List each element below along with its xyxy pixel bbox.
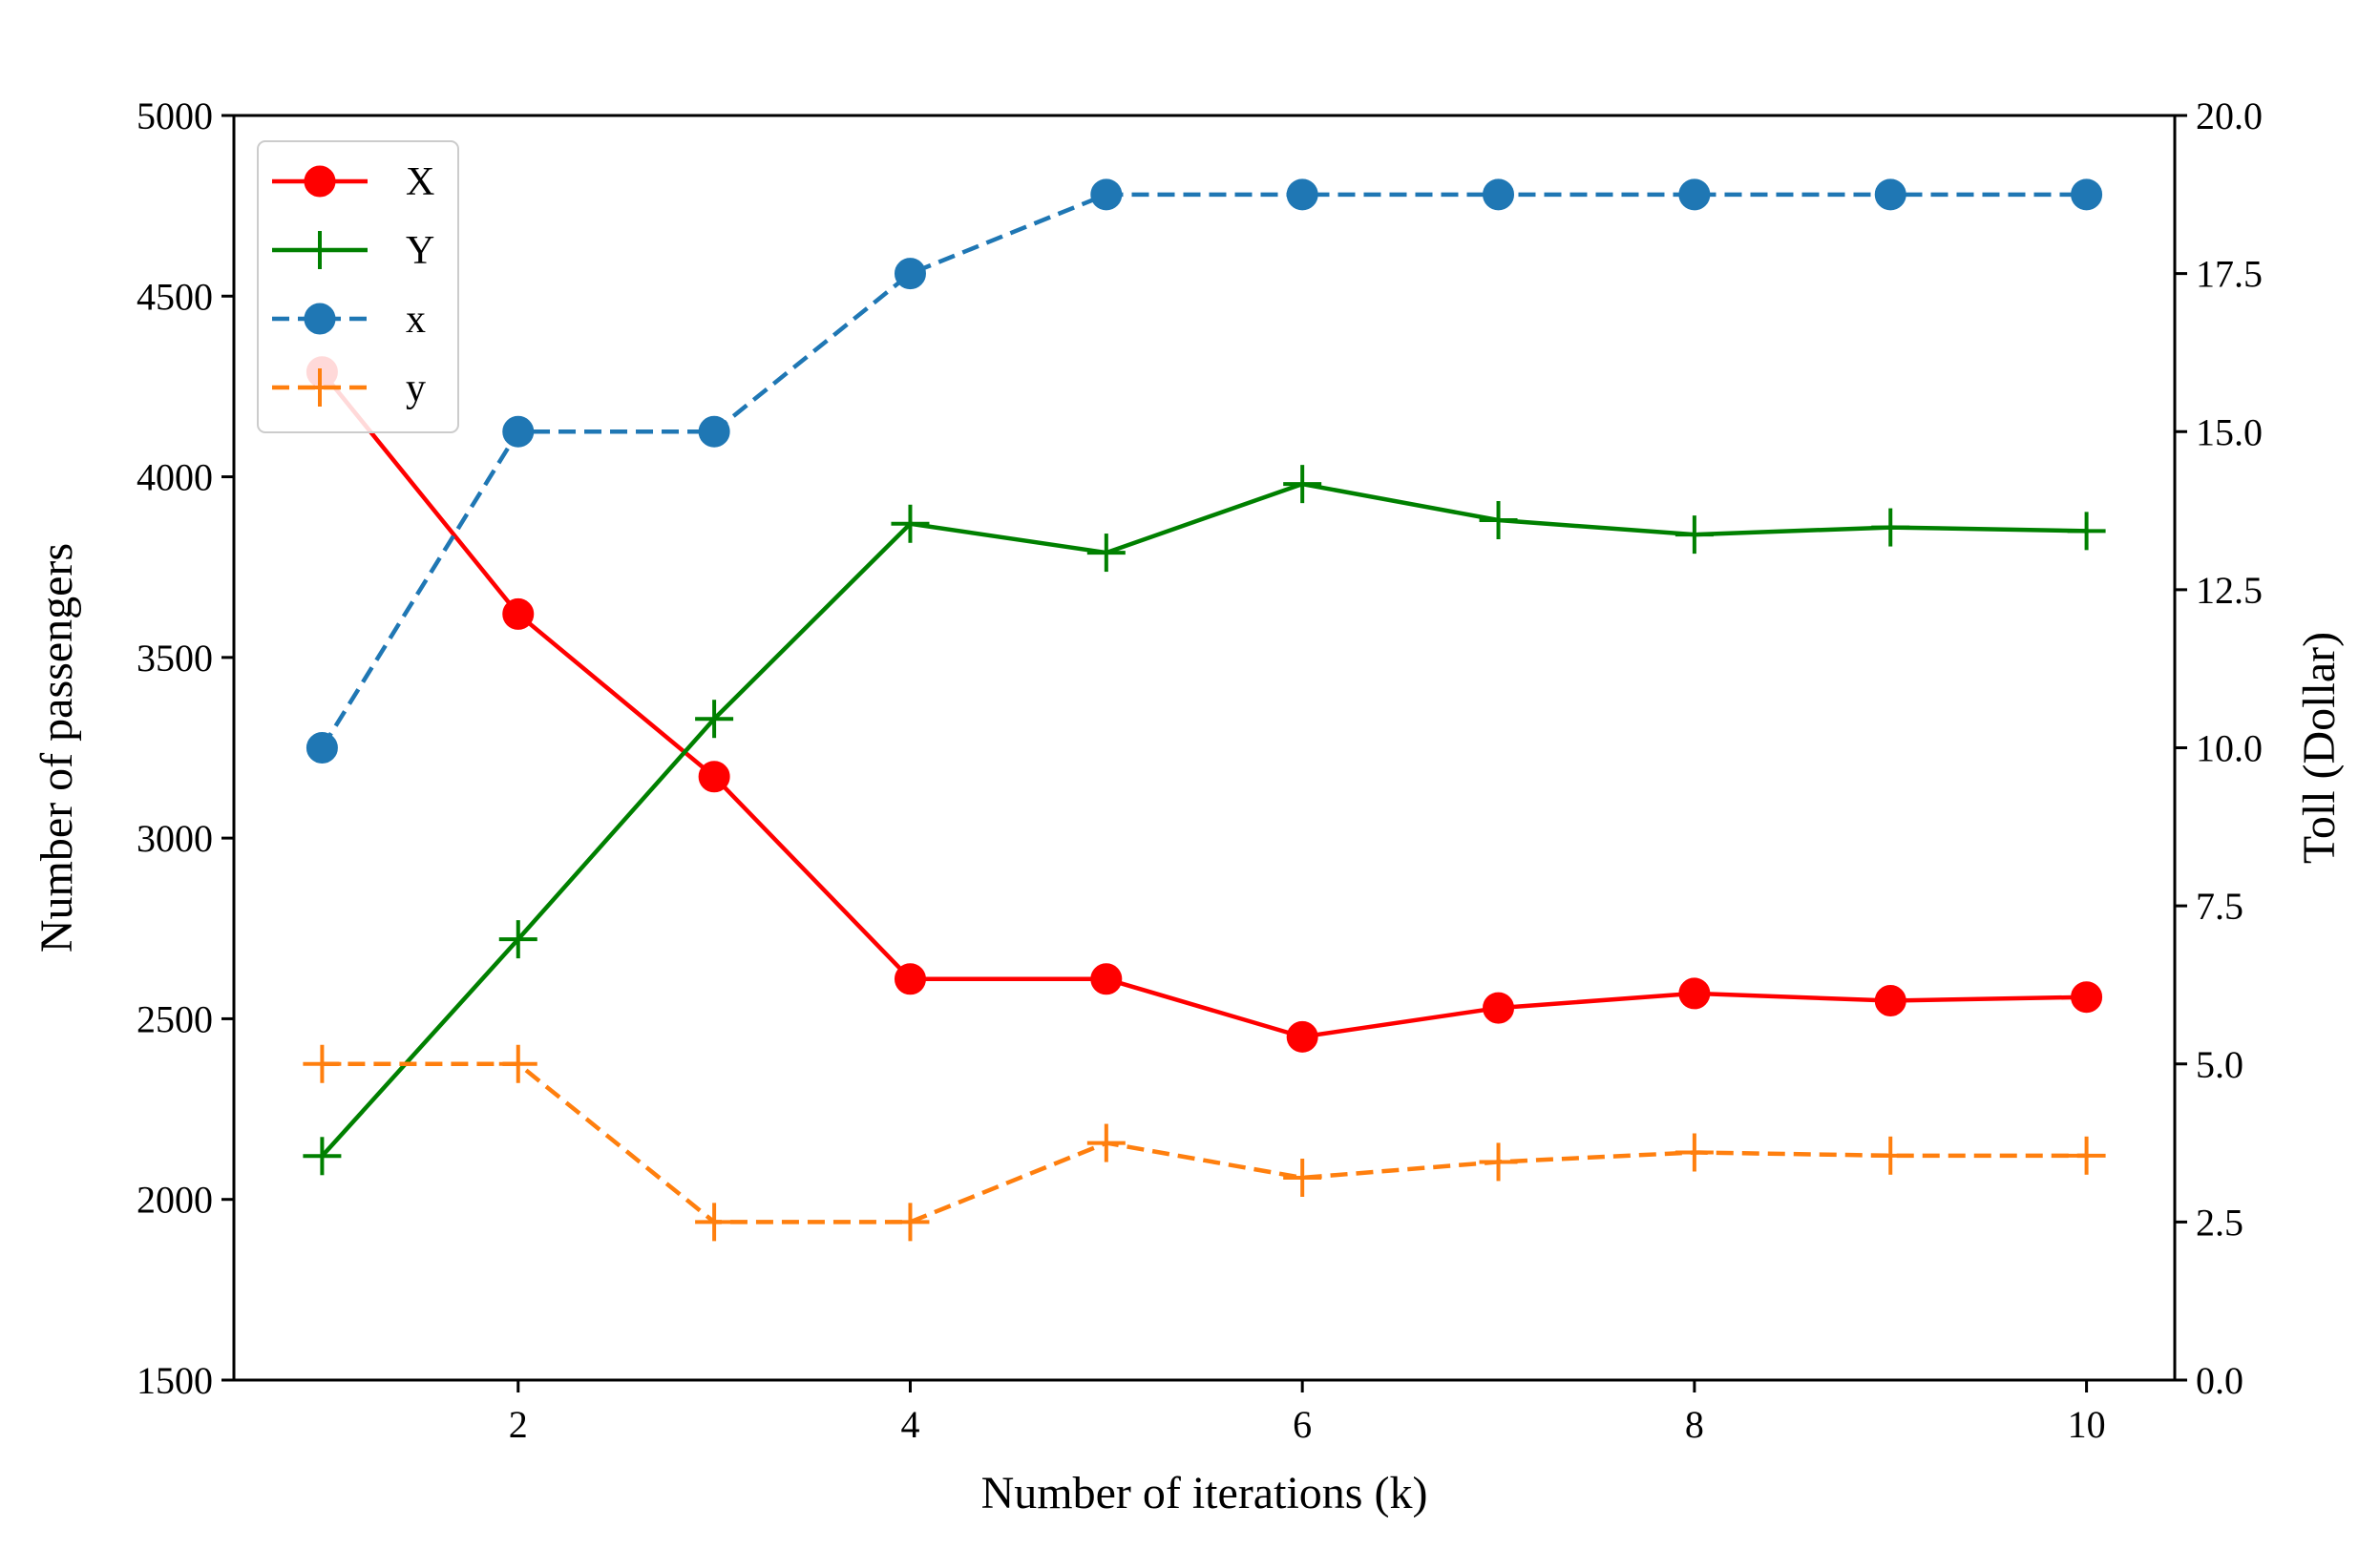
series-lower-x-point [1874,178,1906,211]
x-tick-label: 4 [900,1403,919,1446]
series-lower-y-point [303,1044,342,1083]
y-left-tick-label: 4000 [137,456,213,499]
series-lower-x-point [305,732,338,764]
x-axis: 2 4 6 8 10 [509,1380,2106,1446]
series-upper-y-point [1283,465,1322,504]
series-upper-x-point [698,761,730,793]
series-lower-y-point [1674,1133,1714,1172]
series-upper-y-point [498,920,537,959]
series-lower-y-point [1283,1159,1322,1197]
series-upper-x-point [1874,985,1906,1016]
y-right-tick-label: 2.5 [2196,1201,2243,1244]
series-upper-x-point [1678,977,1711,1010]
legend-label: y [406,366,426,410]
series-lower-x-line [320,192,2087,749]
series-lower-x-point [2071,178,2103,211]
series-lower-y-point [498,1044,537,1083]
y-left-tick-label: 3000 [137,817,213,860]
y-right-tick-label: 12.5 [2196,569,2263,612]
series-lower-y-point [1086,1123,1126,1162]
series-upper-x-point [1483,992,1515,1024]
legend-marker [301,231,339,269]
legend-marker [304,303,336,335]
x-tick-label: 8 [1685,1403,1704,1446]
y-right-tick-label: 0.0 [2196,1359,2243,1402]
y-right-tick-label: 15.0 [2196,410,2263,453]
series-lower-y [303,1044,2106,1242]
series-upper-x-point [2071,981,2103,1014]
legend-label: x [406,298,426,342]
series-lower-x-point [894,258,926,290]
series-layer [303,178,2106,1242]
series-upper-y-point [1674,515,1714,555]
series-upper-y-point [303,1137,342,1176]
legend-label: X [406,160,434,204]
series-upper-y-point [1086,534,1126,573]
x-tick-label: 10 [2068,1403,2106,1446]
series-lower-x-point [698,415,730,448]
y-right-tick-label: 5.0 [2196,1043,2243,1086]
series-upper-x-point [1286,1020,1318,1053]
series-lower-y-point [2067,1136,2106,1175]
series-upper-y-point [2067,512,2106,551]
legend-item: Y [272,229,434,273]
y-axis-left-title: Number of passengers [32,543,82,952]
series-lower-x [305,178,2103,764]
y-right-tick-label: 7.5 [2196,885,2243,928]
y-right-tick-label: 17.5 [2196,253,2263,296]
y-left-tick-label: 4500 [137,275,213,318]
legend-label: Y [406,229,434,273]
series-lower-x-point [1483,178,1515,211]
legend-marker [301,368,339,407]
series-lower-x-point [1090,178,1123,211]
legend-item: X [272,160,434,204]
y-axis-left: 1500 2000 2500 3000 3500 4000 4500 5000 [137,94,234,1402]
y-right-tick-label: 20.0 [2196,94,2263,137]
x-tick-label: 6 [1293,1403,1312,1446]
x-axis-title: Number of iterations (k) [981,1468,1428,1518]
series-upper-x-point [894,963,926,995]
legend-item: y [272,366,426,410]
x-tick-label: 2 [509,1403,528,1446]
legend-box [257,140,459,433]
series-upper-y-point [1871,508,1910,547]
series-lower-y-point [695,1203,734,1242]
series-lower-x-point [1286,178,1318,211]
series-upper-y-point [695,700,734,739]
y-axis-right-title: Toll (Dollar) [2294,632,2345,864]
y-left-tick-label: 3500 [137,637,213,680]
y-left-tick-label: 2500 [137,997,213,1040]
series-upper-y [303,465,2106,1176]
series-lower-y-point [1479,1142,1518,1182]
series-upper-x-line [320,370,2087,1039]
series-lower-y-point [891,1203,930,1242]
y-right-tick-label: 10.0 [2196,727,2263,770]
y-axis-right: 0.0 2.5 5.0 7.5 10.0 12.5 15.0 17.5 20.0 [2175,94,2263,1402]
series-upper-x-point [1090,963,1123,995]
series-lower-x-point [1678,178,1711,211]
series-upper-y-line [320,481,2087,1158]
series-lower-y-point [1871,1136,1910,1175]
plot-area [232,114,2177,1382]
series-upper-y-point [1479,501,1518,539]
series-upper-x [305,356,2103,1053]
y-left-tick-label: 5000 [137,94,213,137]
legend-marker [304,165,336,198]
series-upper-x-point [502,597,535,630]
plot-frame [232,114,2177,1382]
legend-item: x [272,298,426,342]
series-upper-y-point [891,504,930,543]
y-left-tick-label: 1500 [137,1359,213,1402]
series-lower-x-point [502,415,535,448]
series-lower-y-line [322,1061,2087,1225]
y-left-tick-label: 2000 [137,1179,213,1222]
